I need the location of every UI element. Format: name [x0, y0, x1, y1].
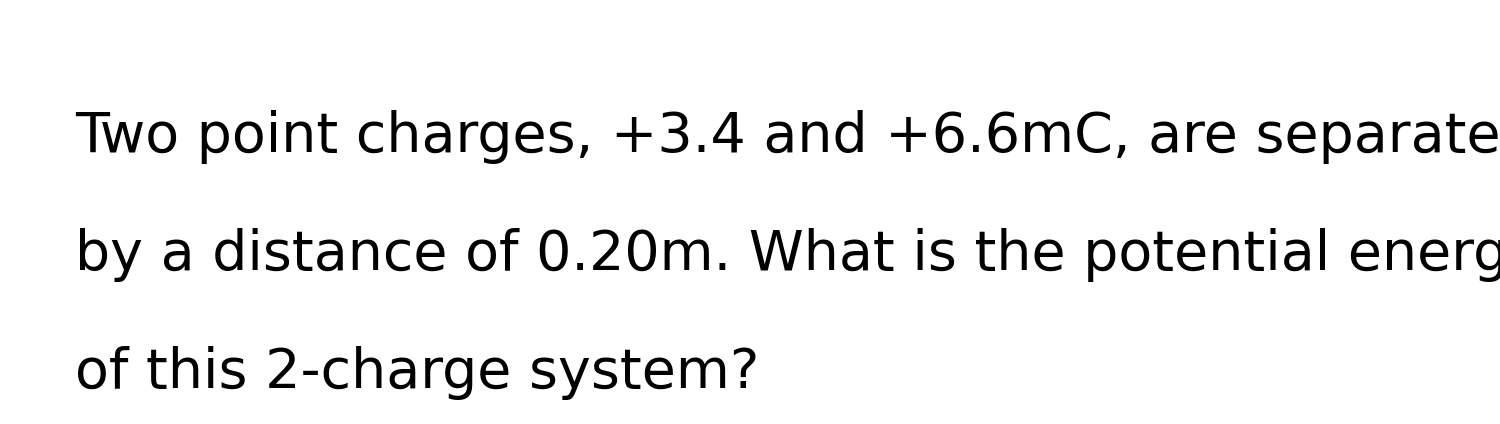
Text: Two point charges, +3.4 and +6.6mC, are separated: Two point charges, +3.4 and +6.6mC, are … — [75, 110, 1500, 164]
Text: of this 2-charge system?: of this 2-charge system? — [75, 346, 759, 400]
Text: by a distance of 0.20m. What is the potential energy: by a distance of 0.20m. What is the pote… — [75, 228, 1500, 282]
